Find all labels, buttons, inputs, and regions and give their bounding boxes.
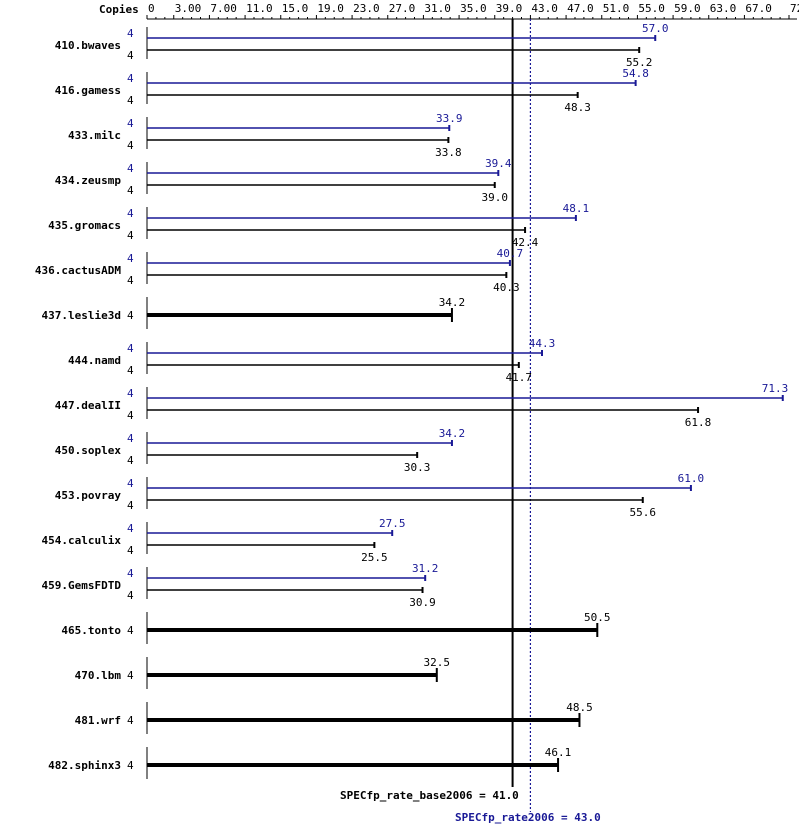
- peak-value-label: 33.9: [436, 112, 463, 125]
- peak-value-label: 71.3: [762, 382, 789, 395]
- copies-base: 4: [127, 589, 134, 602]
- copies-peak: 4: [127, 432, 134, 445]
- benchmark-label: 437.leslie3d: [42, 309, 121, 322]
- base-value-label: 55.6: [630, 506, 657, 519]
- peak-value-label: 34.2: [439, 427, 466, 440]
- x-tick-label: 0: [148, 2, 155, 15]
- ref-label-peak: SPECfp_rate2006 = 43.0: [455, 811, 601, 824]
- base-value-label: 30.9: [409, 596, 436, 609]
- x-tick-label: 72.0: [790, 2, 799, 15]
- base-value-label: 61.8: [685, 416, 712, 429]
- peak-value-label: 61.0: [678, 472, 705, 485]
- peak-value-label: 31.2: [412, 562, 439, 575]
- copies-value: 4: [127, 624, 134, 637]
- copies-peak: 4: [127, 27, 134, 40]
- copies-base: 4: [127, 139, 134, 152]
- x-tick-label: 51.0: [603, 2, 630, 15]
- x-tick-label: 43.0: [531, 2, 558, 15]
- x-tick-label: 39.0: [496, 2, 523, 15]
- benchmark-label: 435.gromacs: [48, 219, 121, 232]
- combined-value-label: 34.2: [439, 296, 466, 309]
- base-value-label: 25.5: [361, 551, 388, 564]
- benchmark-label: 410.bwaves: [55, 39, 121, 52]
- benchmark-label: 482.sphinx3: [48, 759, 121, 772]
- copies-base: 4: [127, 454, 134, 467]
- x-tick-label: 3.00: [175, 2, 202, 15]
- x-tick-label: 11.0: [246, 2, 272, 15]
- benchmark-label: 450.soplex: [55, 444, 122, 457]
- benchmark-label: 454.calculix: [42, 534, 122, 547]
- x-tick-label: 55.0: [638, 2, 665, 15]
- base-value-label: 40.3: [493, 281, 520, 294]
- copies-peak: 4: [127, 162, 134, 175]
- base-value-label: 30.3: [404, 461, 431, 474]
- peak-value-label: 44.3: [529, 337, 556, 350]
- copies-base: 4: [127, 94, 134, 107]
- peak-value-label: 39.4: [485, 157, 512, 170]
- benchmark-label: 436.cactusADM: [35, 264, 121, 277]
- x-tick-label: 23.0: [353, 2, 380, 15]
- base-value-label: 48.3: [564, 101, 591, 114]
- benchmark-label: 465.tonto: [61, 624, 121, 637]
- copies-base: 4: [127, 229, 134, 242]
- peak-value-label: 48.1: [563, 202, 590, 215]
- base-value-label: 41.7: [506, 371, 533, 384]
- copies-peak: 4: [127, 567, 134, 580]
- copies-base: 4: [127, 409, 134, 422]
- benchmark-label: 481.wrf: [75, 714, 121, 727]
- copies-base: 4: [127, 49, 134, 62]
- copies-value: 4: [127, 759, 134, 772]
- copies-base: 4: [127, 274, 134, 287]
- copies-value: 4: [127, 309, 134, 322]
- base-value-label: 55.2: [626, 56, 653, 69]
- x-tick-label: 19.0: [317, 2, 344, 15]
- copies-peak: 4: [127, 342, 134, 355]
- x-tick-label: 15.0: [282, 2, 309, 15]
- x-tick-label: 35.0: [460, 2, 487, 15]
- copies-base: 4: [127, 184, 134, 197]
- benchmark-label: 434.zeusmp: [55, 174, 122, 187]
- copies-value: 4: [127, 669, 134, 682]
- benchmark-label: 433.milc: [68, 129, 121, 142]
- peak-value-label: 40.7: [497, 247, 524, 260]
- peak-value-label: 54.8: [622, 67, 649, 80]
- x-tick-label: 31.0: [424, 2, 451, 15]
- combined-value-label: 50.5: [584, 611, 611, 624]
- copies-peak: 4: [127, 117, 134, 130]
- benchmark-label: 444.namd: [68, 354, 121, 367]
- x-tick-label: 7.00: [210, 2, 237, 15]
- benchmark-label: 416.gamess: [55, 84, 121, 97]
- copies-header: Copies: [99, 3, 139, 16]
- base-value-label: 42.4: [512, 236, 539, 249]
- combined-value-label: 32.5: [424, 656, 451, 669]
- x-tick-label: 59.0: [674, 2, 701, 15]
- base-value-label: 33.8: [435, 146, 462, 159]
- copies-peak: 4: [127, 522, 134, 535]
- x-tick-label: 67.0: [745, 2, 772, 15]
- ref-label-base: SPECfp_rate_base2006 = 41.0: [340, 789, 519, 802]
- copies-peak: 4: [127, 387, 134, 400]
- benchmark-label: 447.dealII: [55, 399, 121, 412]
- benchmark-label: 459.GemsFDTD: [42, 579, 122, 592]
- copies-peak: 4: [127, 252, 134, 265]
- copies-base: 4: [127, 499, 134, 512]
- copies-peak: 4: [127, 207, 134, 220]
- copies-value: 4: [127, 714, 134, 727]
- peak-value-label: 57.0: [642, 22, 669, 35]
- base-value-label: 39.0: [482, 191, 509, 204]
- copies-base: 4: [127, 364, 134, 377]
- benchmark-label: 470.lbm: [75, 669, 122, 682]
- peak-value-label: 27.5: [379, 517, 406, 530]
- combined-value-label: 46.1: [545, 746, 572, 759]
- x-tick-label: 27.0: [389, 2, 416, 15]
- x-tick-label: 63.0: [710, 2, 737, 15]
- x-tick-label: 47.0: [567, 2, 594, 15]
- copies-peak: 4: [127, 477, 134, 490]
- copies-base: 4: [127, 544, 134, 557]
- copies-peak: 4: [127, 72, 134, 85]
- benchmark-label: 453.povray: [55, 489, 122, 502]
- combined-value-label: 48.5: [566, 701, 593, 714]
